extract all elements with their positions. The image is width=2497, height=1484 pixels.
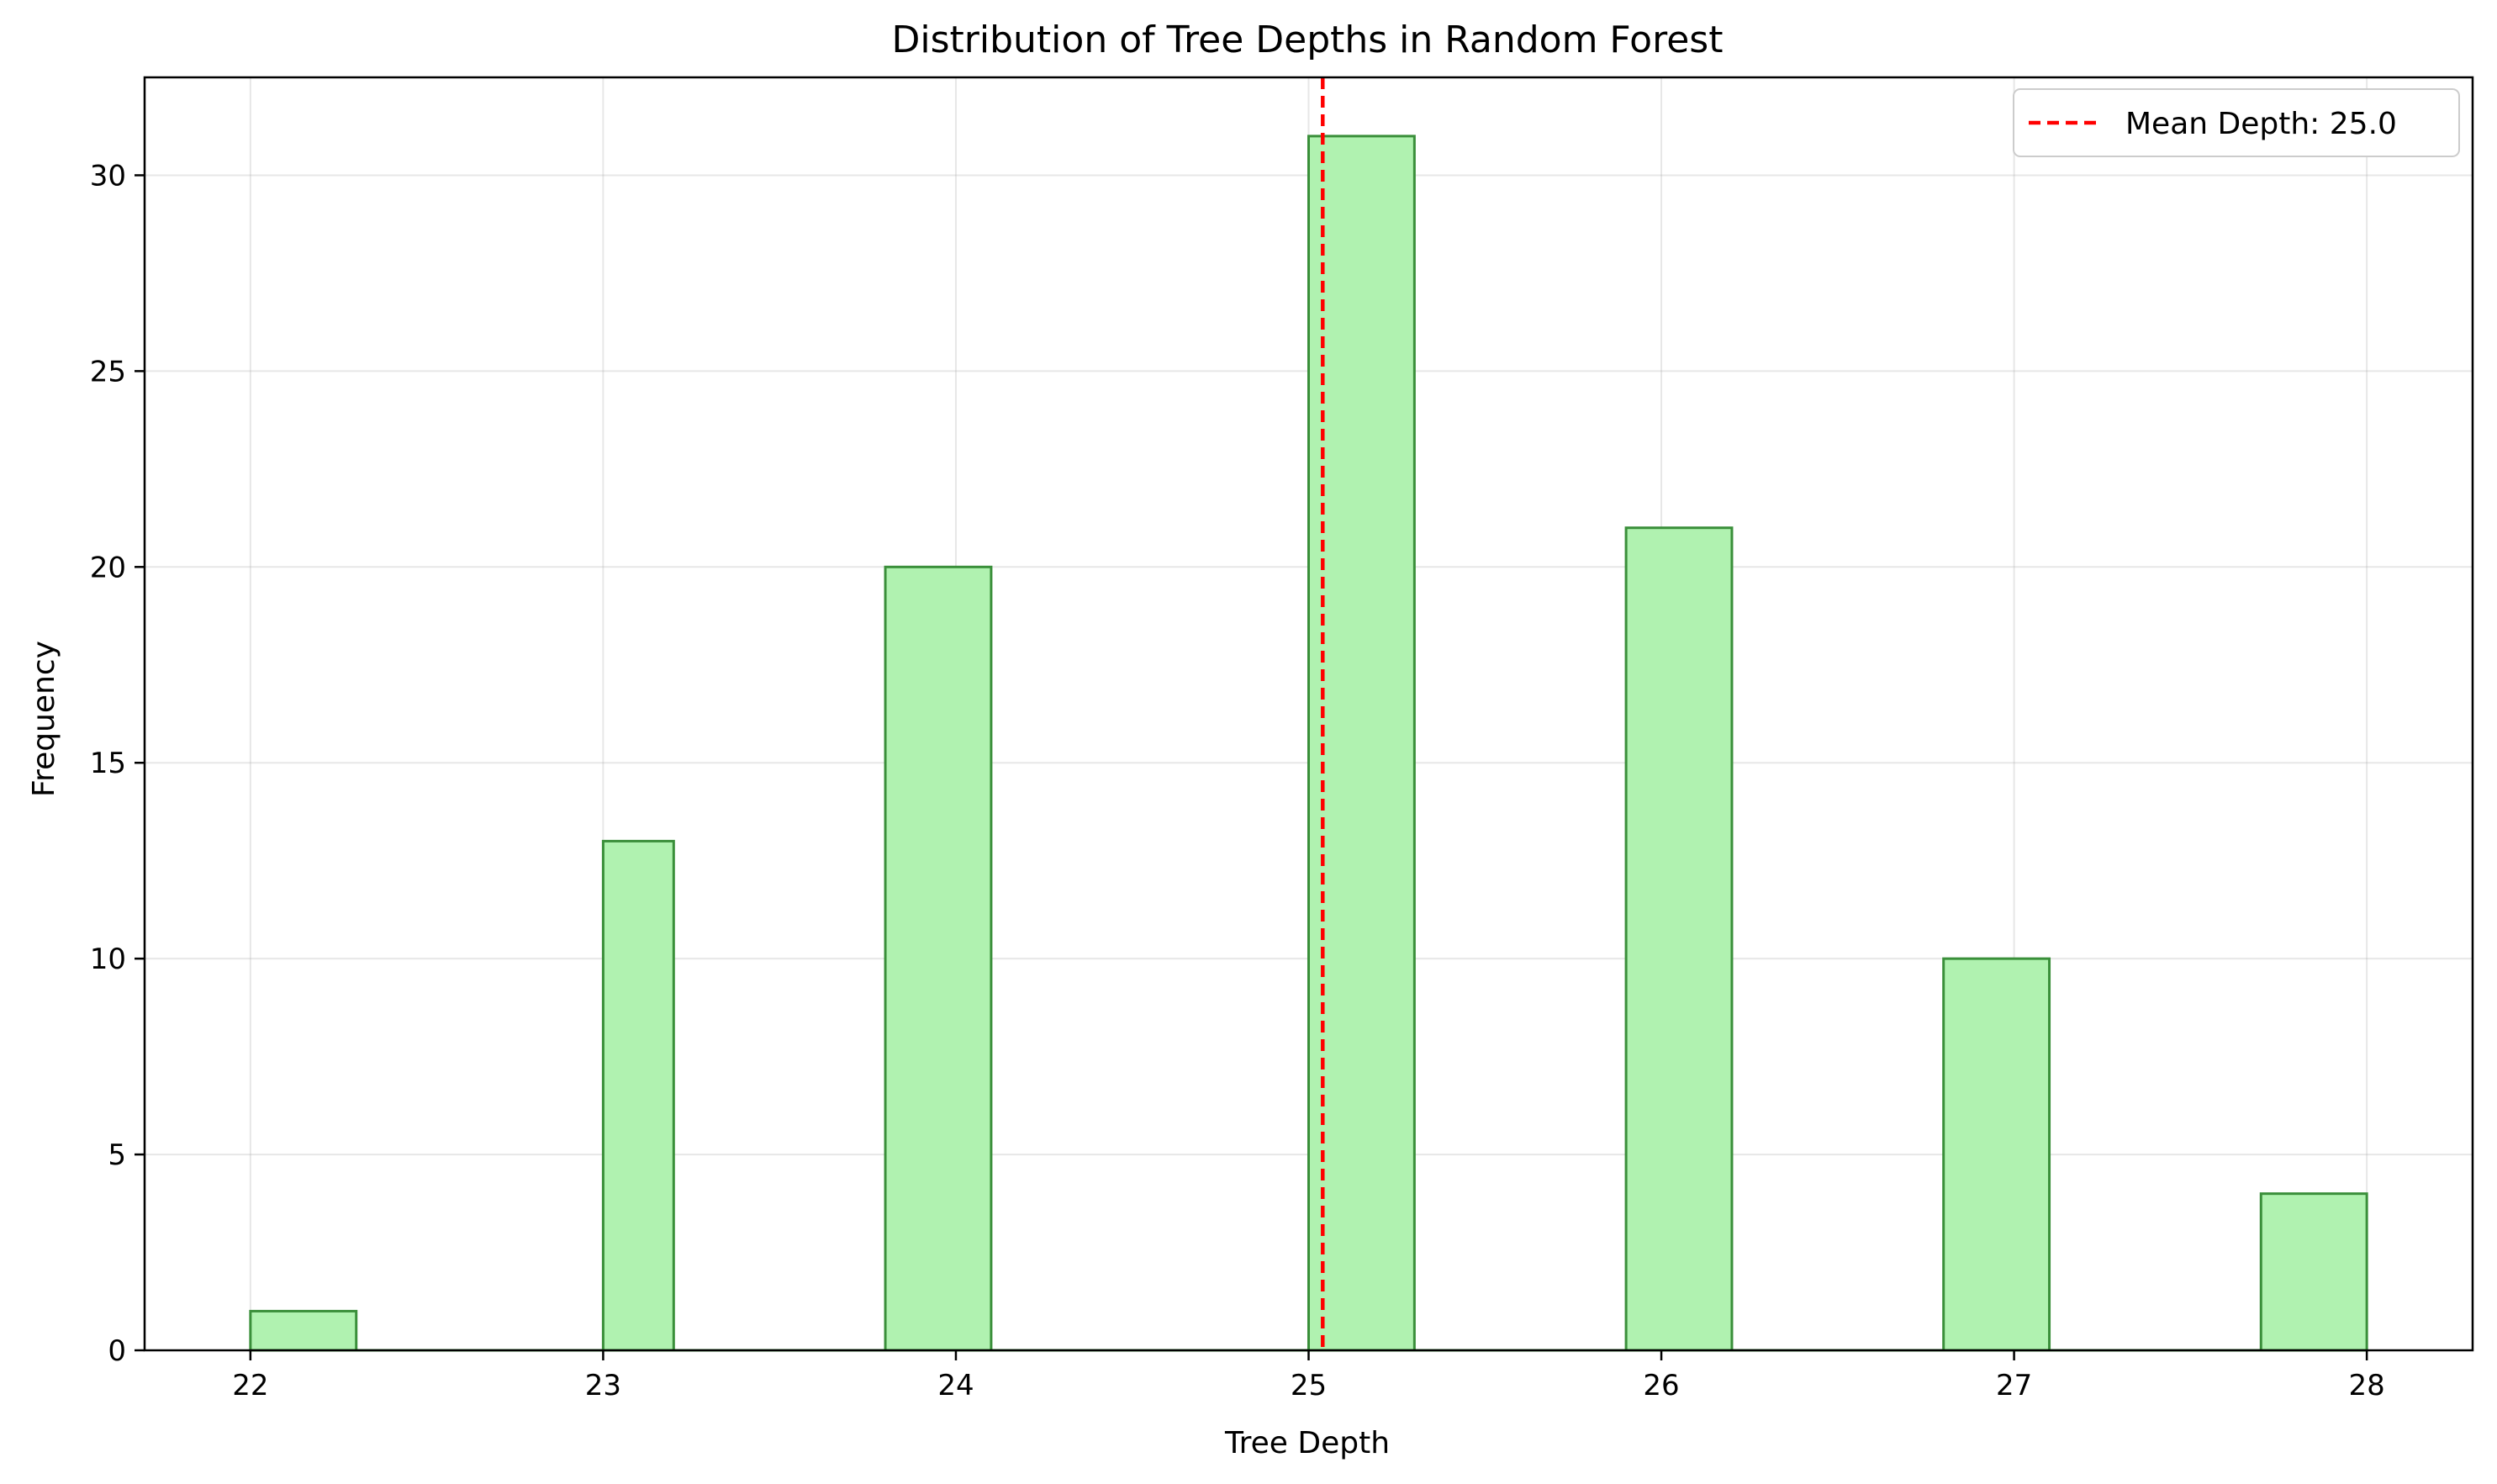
x-tick-label: 22 — [232, 1369, 268, 1402]
legend-mean-label: Mean Depth: 25.0 — [2125, 107, 2397, 141]
y-tick-label: 15 — [90, 747, 126, 780]
histogram-bar — [1942, 957, 2051, 1352]
x-tick-label: 24 — [937, 1369, 974, 1402]
histogram-bar — [1624, 526, 1734, 1352]
x-tick-label: 25 — [1291, 1369, 1327, 1402]
y-axis-label: Frequency — [27, 641, 61, 797]
legend-box — [2013, 88, 2460, 157]
y-tick-label: 5 — [108, 1138, 126, 1172]
y-tick-label: 25 — [90, 355, 126, 388]
y-tick-label: 30 — [90, 159, 126, 193]
y-tick-label: 10 — [90, 943, 126, 976]
histogram-bar — [249, 1309, 358, 1352]
x-axis-label: Tree Depth — [1224, 1426, 1390, 1460]
x-tick-label: 23 — [585, 1369, 621, 1402]
histogram-bar — [2259, 1192, 2368, 1352]
x-tick-label: 28 — [2349, 1369, 2385, 1402]
histogram-bar — [601, 839, 675, 1352]
histogram-bar — [884, 565, 993, 1352]
x-tick-label: 26 — [1643, 1369, 1679, 1402]
chart-title: Distribution of Tree Depths in Random Fo… — [892, 18, 1724, 61]
ticks-layer: 22 23 24 25 26 27 28 0 5 10 15 20 25 30 — [90, 159, 2385, 1402]
legend: Mean Depth: 25.0 — [2013, 88, 2460, 157]
x-tick-label: 27 — [1996, 1369, 2032, 1402]
histogram-bar — [1307, 135, 1416, 1352]
y-tick-label: 20 — [90, 551, 126, 584]
y-tick-label: 0 — [108, 1334, 126, 1368]
